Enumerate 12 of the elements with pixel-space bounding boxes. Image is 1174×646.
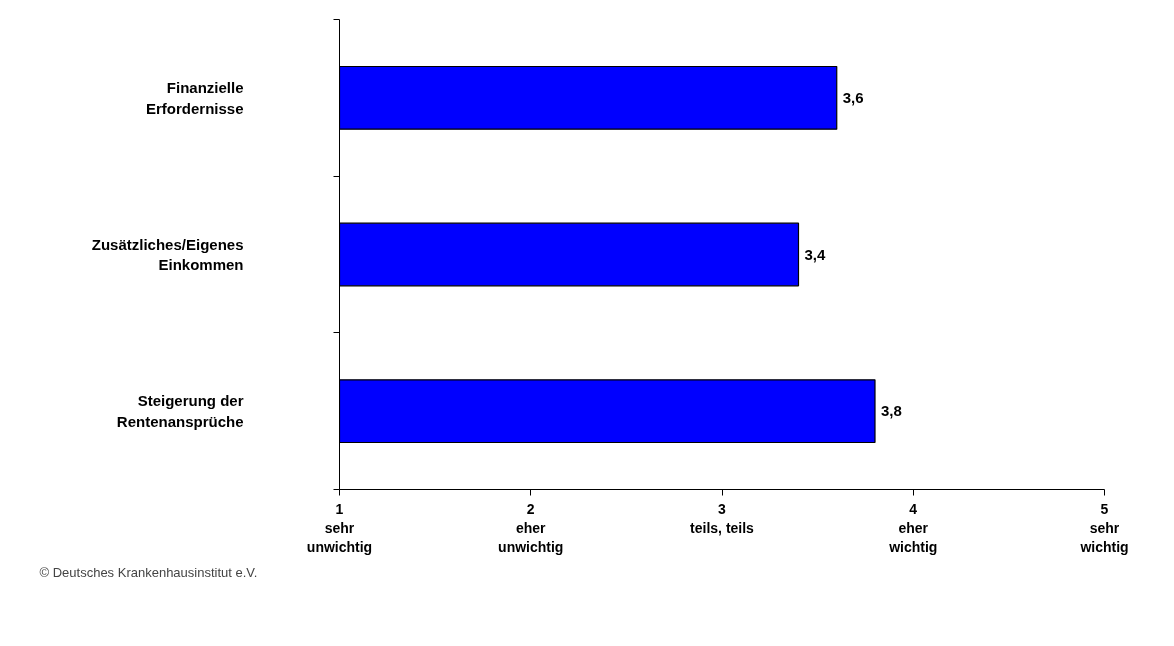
x-tick-label: 3 teils, teils (690, 500, 755, 536)
data-label: 3,6 (842, 88, 864, 106)
y-tick-label: Zusätzliches/Eigenes Einkommen (91, 235, 244, 274)
x-tick-label: 4 eher wichtig (888, 500, 938, 555)
y-tick-label: Steigerung der Rentenansprüche (116, 392, 244, 430)
data-label: 3,8 (881, 402, 902, 420)
y-tick-label: Finanzielle Erfordernisse (145, 79, 244, 117)
text: © Deutsches Krankenhausinstitut e.V. (39, 564, 258, 580)
x-tick-label: 2 eher unwichtig (498, 500, 564, 555)
data-label: 3,4 (804, 245, 827, 263)
x-tick-label: 1 sehr unwichtig (306, 500, 373, 555)
x-tick-label: 5 sehr wichtig (1079, 500, 1129, 555)
